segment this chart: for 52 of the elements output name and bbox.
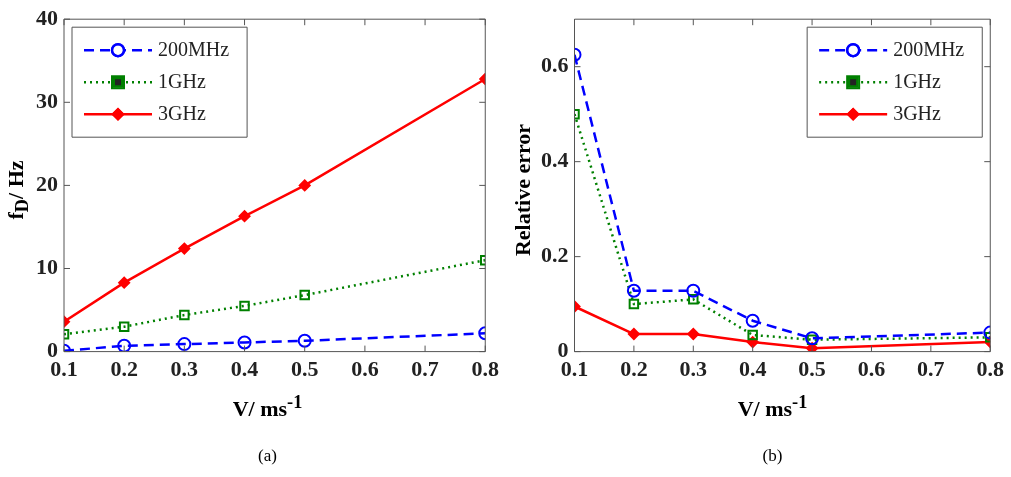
x-tick-label: 0.8	[471, 356, 499, 382]
x-tick-label: 0.5	[798, 356, 826, 382]
y-tick-label: 30	[36, 87, 58, 113]
point	[747, 329, 758, 341]
point	[177, 337, 192, 352]
legend-label: 200MHz	[158, 38, 230, 61]
x-axis-title: V/ ms$^{-1}$	[231, 392, 304, 423]
x-tick-label: 0.6	[351, 356, 379, 382]
y-tick-label: 0.4	[541, 147, 569, 173]
x-tick-label: 0.7	[917, 356, 945, 382]
legend-label: 200MHz	[893, 38, 965, 61]
y-axis-title: Relative error	[510, 123, 536, 257]
x-tick-label: 0.8	[976, 356, 1004, 382]
legend-label: 1GHz	[158, 70, 206, 93]
point	[178, 242, 191, 255]
point	[687, 328, 700, 341]
x-tick-label: 0.4	[230, 356, 259, 382]
point	[299, 289, 310, 301]
x-tick-label: 0.2	[620, 356, 648, 382]
point	[745, 313, 760, 328]
x-tick-label: 0.4	[738, 356, 767, 382]
y-tick-label: 0.6	[541, 52, 569, 78]
x-tick-label: 0.2	[110, 356, 138, 382]
point	[238, 210, 251, 223]
point	[237, 335, 252, 350]
point	[239, 300, 250, 312]
y-tick-label: 0.2	[541, 242, 569, 268]
text: (a)	[257, 446, 278, 466]
x-axis-title: V/ ms$^{-1}$	[736, 392, 809, 423]
text: (b)	[761, 446, 784, 466]
legend-label: 3GHz	[158, 102, 206, 125]
point	[118, 321, 130, 332]
x-tick-label: 0.3	[679, 356, 708, 382]
point	[297, 333, 312, 348]
x-tick-label: 0.6	[857, 356, 886, 382]
point	[117, 338, 132, 352]
x-tick-label: 0.3	[170, 356, 199, 382]
point	[118, 276, 131, 289]
x-tick-label: 0.5	[290, 356, 319, 382]
legend-label: 1GHz	[893, 70, 942, 93]
y-tick-label: 10	[36, 254, 58, 280]
point	[627, 328, 640, 341]
y-tick-label: 20	[36, 171, 58, 197]
point	[626, 283, 641, 298]
x-tick-label: 0.7	[411, 356, 439, 382]
y-tick-label: 40	[36, 4, 58, 30]
point	[686, 283, 701, 298]
point	[688, 294, 699, 305]
point	[298, 179, 311, 192]
legend-label: 3GHz	[893, 102, 942, 125]
point	[628, 298, 640, 310]
point	[179, 309, 190, 321]
